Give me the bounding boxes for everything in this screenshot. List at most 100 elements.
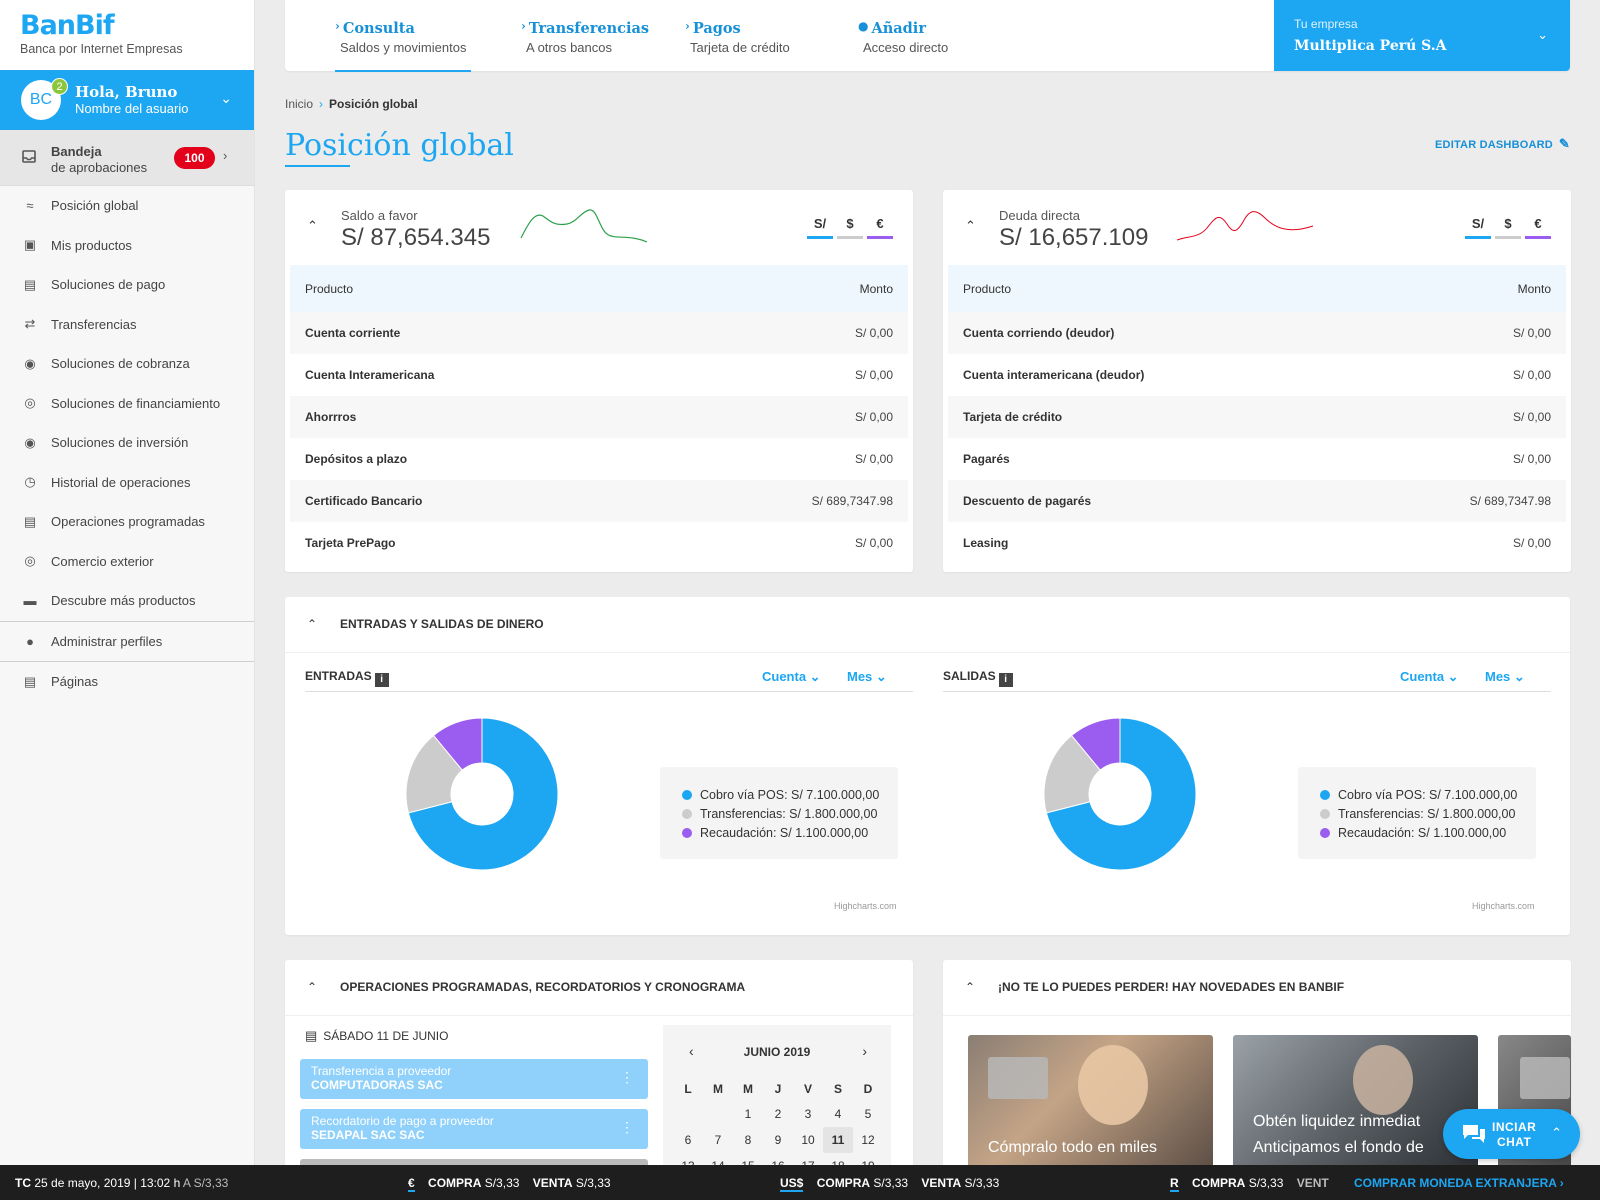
calendar-day[interactable]: 1 — [744, 1107, 752, 1121]
table-row[interactable]: Cuenta interamericana (deudor) S/ 0,00 — [948, 354, 1566, 396]
tab-pagos[interactable]: › Pagos Tarjeta de crédito — [685, 19, 790, 55]
breadcrumb-home[interactable]: Inicio — [285, 97, 314, 111]
table-row[interactable]: Pagarés S/ 0,00 — [948, 438, 1566, 480]
table-row[interactable]: Certificado Bancario S/ 689,7347.98 — [290, 480, 908, 522]
logo[interactable]: BanBif Banca por Internet Empresas — [0, 0, 254, 70]
reminder-type: Transferencia a proveedor — [311, 1064, 452, 1078]
table-row[interactable]: Cuenta Interamericana S/ 0,00 — [290, 354, 908, 396]
calendar-day[interactable]: 13 — [673, 1153, 703, 1170]
sidebar-item-6[interactable]: ◉ Soluciones de inversión — [0, 423, 254, 463]
sidebar-item-8[interactable]: ▤ Operaciones programadas — [0, 502, 254, 542]
mes-dropdown[interactable]: Mes ⌄ — [1485, 669, 1525, 684]
legend-item[interactable]: Transferencias: S/ 1.800.000,00 — [682, 804, 898, 823]
sidebar-item-10[interactable]: ▬ Descubre más productos — [0, 581, 254, 621]
calendar-day[interactable]: 17 — [793, 1153, 823, 1170]
calendar-day[interactable]: 9 — [774, 1133, 782, 1147]
reminder-item[interactable] — [300, 1159, 648, 1170]
sidebar-item-admin[interactable]: ● Administrar perfiles — [0, 622, 254, 662]
calendar-day[interactable]: 5 — [864, 1107, 872, 1121]
sidebar-item-bandeja[interactable]: Bandeja de aprobaciones 100 › — [0, 130, 254, 186]
kebab-menu-icon[interactable]: ⋮ — [620, 1119, 634, 1135]
table-row[interactable]: Cuenta corriente S/ 0,00 — [290, 312, 908, 354]
calendar-day[interactable]: 4 — [834, 1107, 842, 1121]
chevron-icon: › — [521, 19, 526, 33]
currency-tab-soles[interactable]: S/ — [807, 216, 833, 239]
sidebar-item-9[interactable]: ◎ Comercio exterior — [0, 542, 254, 582]
sidebar-item-5[interactable]: ◎ Soluciones de financiamiento — [0, 384, 254, 424]
pie-slice-cobro-v-a-pos[interactable] — [407, 717, 559, 871]
chevron-left-icon[interactable]: ‹ — [689, 1043, 694, 1059]
chevron-right-icon[interactable]: › — [862, 1043, 867, 1059]
edit-dashboard-button[interactable]: EDITAR DASHBOARD ✎ — [1435, 136, 1570, 152]
calendar-day[interactable]: 10 — [801, 1133, 815, 1147]
chevron-down-icon[interactable]: ⌄ — [220, 90, 232, 106]
chevron-up-icon[interactable]: ⌃ — [965, 218, 976, 233]
chart-credit[interactable]: Highcharts.com — [834, 901, 897, 911]
currency-tab-euro[interactable]: € — [1525, 216, 1551, 239]
sidebar-item-4[interactable]: ◉ Soluciones de cobranza — [0, 344, 254, 384]
chart-credit[interactable]: Highcharts.com — [1472, 901, 1535, 911]
legend-item[interactable]: Transferencias: S/ 1.800.000,00 — [1320, 804, 1536, 823]
calendar-day[interactable]: 7 — [714, 1133, 722, 1147]
calendar-day[interactable]: 16 — [763, 1153, 793, 1170]
news-item[interactable]: Obtén liquidez inmediat Anticipamos el f… — [1233, 1035, 1478, 1170]
calendar-day[interactable]: 14 — [703, 1153, 733, 1170]
sidebar-item-1[interactable]: ▣ Mis productos — [0, 226, 254, 266]
sidebar-item-0[interactable]: ≈ Posición global — [0, 186, 254, 226]
calendar-day[interactable]: 2 — [774, 1107, 782, 1121]
product-name: Pagarés — [963, 452, 1010, 466]
table-row[interactable]: Tarjeta de crédito S/ 0,00 — [948, 396, 1566, 438]
tab-consulta[interactable]: › Consulta Saldos y movimientos — [335, 19, 472, 72]
sidebar-item-2[interactable]: ▤ Soluciones de pago — [0, 265, 254, 305]
info-icon[interactable]: i — [374, 673, 389, 687]
calendar-day[interactable]: 18 — [823, 1153, 853, 1170]
legend-item[interactable]: Cobro vía POS: S/ 7.100.000,00 — [1320, 785, 1536, 804]
mes-dropdown[interactable]: Mes ⌄ — [847, 669, 887, 684]
table-row[interactable]: Descuento de pagarés S/ 689,7347.98 — [948, 480, 1566, 522]
calendar-day[interactable]: 15 — [733, 1153, 763, 1170]
currency-tab-soles[interactable]: S/ — [1465, 216, 1491, 239]
chevron-up-icon[interactable]: ⌃ — [307, 980, 318, 994]
calendar-day[interactable]: 11 — [823, 1127, 853, 1153]
sidebar-item-pages[interactable]: ▤ Páginas — [0, 662, 254, 702]
news-item[interactable]: Cómpralo todo en miles — [968, 1035, 1213, 1170]
currency-tab-dollar[interactable]: $ — [1495, 216, 1521, 239]
table-row[interactable]: Ahorrros S/ 0,00 — [290, 396, 908, 438]
tab-title: Pagos — [692, 20, 741, 37]
reminder-item[interactable]: Recordatorio de pago a proveedor SEDAPAL… — [300, 1109, 648, 1149]
chevron-up-icon[interactable]: ⌃ — [307, 218, 318, 233]
tab-transferencias[interactable]: › Transferencias A otros bancos — [521, 19, 649, 55]
cuenta-dropdown[interactable]: Cuenta ⌄ — [762, 669, 821, 684]
tab-anadir[interactable]: ● Añadir Acceso directo — [858, 19, 948, 55]
product-name: Depósitos a plazo — [305, 452, 408, 466]
pie-slice-recaudaci-n[interactable] — [432, 717, 483, 771]
currency-tab-dollar[interactable]: $ — [837, 216, 863, 239]
table-row[interactable]: Depósitos a plazo S/ 0,00 — [290, 438, 908, 480]
calendar-day[interactable]: 19 — [853, 1153, 883, 1170]
cuenta-dropdown[interactable]: Cuenta ⌄ — [1400, 669, 1459, 684]
sidebar-item-3[interactable]: ⇄ Transferencias — [0, 305, 254, 345]
legend-item[interactable]: Recaudación: S/ 1.100.000,00 — [1320, 823, 1536, 842]
info-icon[interactable]: i — [998, 673, 1013, 687]
kebab-menu-icon[interactable]: ⋮ — [620, 1069, 634, 1085]
pie-slice-recaudaci-n[interactable] — [1070, 717, 1121, 771]
table-row[interactable]: Leasing S/ 0,00 — [948, 522, 1566, 564]
calendar-day[interactable]: 6 — [684, 1133, 692, 1147]
legend-item[interactable]: Recaudación: S/ 1.100.000,00 — [682, 823, 898, 842]
chevron-up-icon[interactable]: ⌃ — [965, 980, 976, 994]
calendar-day[interactable]: 12 — [861, 1133, 875, 1147]
legend-item[interactable]: Cobro vía POS: S/ 7.100.000,00 — [682, 785, 898, 804]
table-row[interactable]: Tarjeta PrePago S/ 0,00 — [290, 522, 908, 564]
company-selector[interactable]: Tu empresa Multiplica Perú S.A ⌄ — [1274, 0, 1570, 71]
pie-slice-cobro-v-a-pos[interactable] — [1045, 717, 1197, 871]
calendar-day[interactable]: 8 — [744, 1133, 752, 1147]
reminder-item[interactable]: Transferencia a proveedor COMPUTADORAS S… — [300, 1059, 648, 1099]
buy-currency-link[interactable]: COMPRAR MONEDA EXTRANJERA › — [1354, 1176, 1564, 1190]
chevron-up-icon[interactable]: ⌃ — [307, 617, 318, 631]
currency-tab-euro[interactable]: € — [867, 216, 893, 239]
table-row[interactable]: Cuenta corriendo (deudor) S/ 0,00 — [948, 312, 1566, 354]
sidebar-item-7[interactable]: ◷ Historial de operaciones — [0, 463, 254, 503]
calendar-day[interactable]: 3 — [804, 1107, 812, 1121]
user-menu[interactable]: BC 2 Hola, Bruno Nombre del asuario ⌄ — [0, 70, 254, 130]
chat-button[interactable]: INCIAR CHAT ⌃ — [1443, 1109, 1580, 1159]
